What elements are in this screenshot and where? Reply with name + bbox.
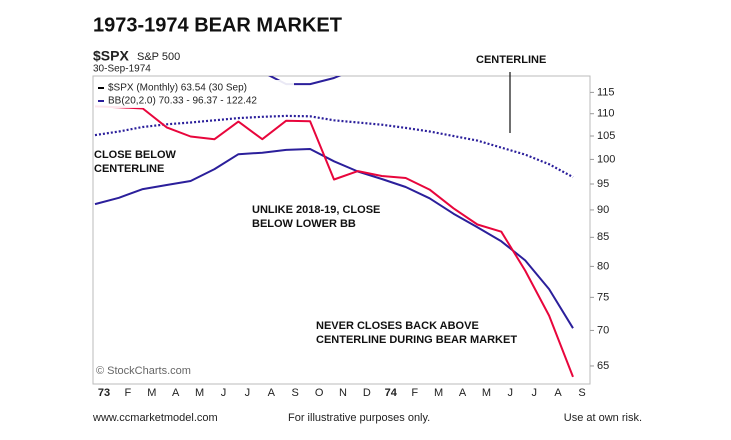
y-tick-label: 80 — [597, 260, 609, 272]
price-line — [94, 105, 574, 378]
x-tick-label: J — [531, 387, 537, 399]
footer-text: www.ccmarketmodel.com — [92, 412, 218, 424]
x-tick-label: M — [434, 387, 443, 399]
annotation: BELOW LOWER BB — [252, 218, 356, 230]
legend-bg — [94, 80, 294, 108]
x-tick-label: S — [578, 387, 585, 399]
y-tick-label: 115 — [597, 86, 615, 98]
x-tick-label: D — [363, 387, 371, 399]
x-tick-label: A — [268, 387, 276, 399]
chart-title: 1973-1974 BEAR MARKET — [93, 14, 342, 36]
y-tick-label: 95 — [597, 178, 609, 190]
y-tick-label: 85 — [597, 231, 609, 243]
x-tick-label: A — [172, 387, 180, 399]
y-tick-label: 105 — [597, 130, 615, 142]
footer-text: For illustrative purposes only. — [288, 412, 430, 424]
x-tick-label: F — [125, 387, 132, 399]
x-tick-label: J — [508, 387, 514, 399]
footer-text: Use at own risk. — [564, 412, 642, 424]
symbol: $SPX — [93, 48, 129, 64]
x-tick-label: F — [411, 387, 418, 399]
x-tick-label: 73 — [98, 387, 110, 399]
symbol-name: S&P 500 — [137, 51, 180, 63]
x-tick-label: M — [195, 387, 204, 399]
y-tick-label: 70 — [597, 324, 609, 336]
x-tick-label: S — [292, 387, 299, 399]
y-tick-label: 110 — [597, 108, 615, 120]
y-tick-label: 65 — [597, 360, 609, 372]
x-tick-label: A — [554, 387, 562, 399]
annotation: CENTERLINE — [476, 54, 546, 66]
x-tick-label: A — [459, 387, 467, 399]
annotation: CLOSE BELOW — [94, 149, 177, 161]
x-tick-label: J — [245, 387, 251, 399]
date: 30-Sep-1974 — [93, 64, 151, 75]
lower-band — [94, 148, 574, 329]
annotation: NEVER CLOSES BACK ABOVE — [316, 320, 479, 332]
watermark: © StockCharts.com — [96, 365, 191, 377]
annotation: CENTERLINE — [94, 163, 164, 175]
y-tick-label: 90 — [597, 204, 609, 216]
x-tick-label: 74 — [385, 387, 398, 399]
middle-band — [94, 114, 574, 179]
plot-frame — [92, 75, 591, 385]
legend-label: $SPX (Monthly) 63.54 (30 Sep) — [108, 83, 247, 94]
annotation: UNLIKE 2018-19, CLOSE — [252, 204, 380, 216]
x-tick-label: M — [147, 387, 156, 399]
y-tick-label: 75 — [597, 291, 609, 303]
y-tick-label: 100 — [597, 153, 615, 165]
x-tick-label: M — [482, 387, 491, 399]
x-tick-label: N — [339, 387, 347, 399]
x-tick-label: J — [221, 387, 227, 399]
legend-label: BB(20,2.0) 70.33 - 96.37 - 122.42 — [108, 96, 257, 107]
x-tick-label: O — [315, 387, 324, 399]
annotation: CENTERLINE DURING BEAR MARKET — [316, 334, 517, 346]
